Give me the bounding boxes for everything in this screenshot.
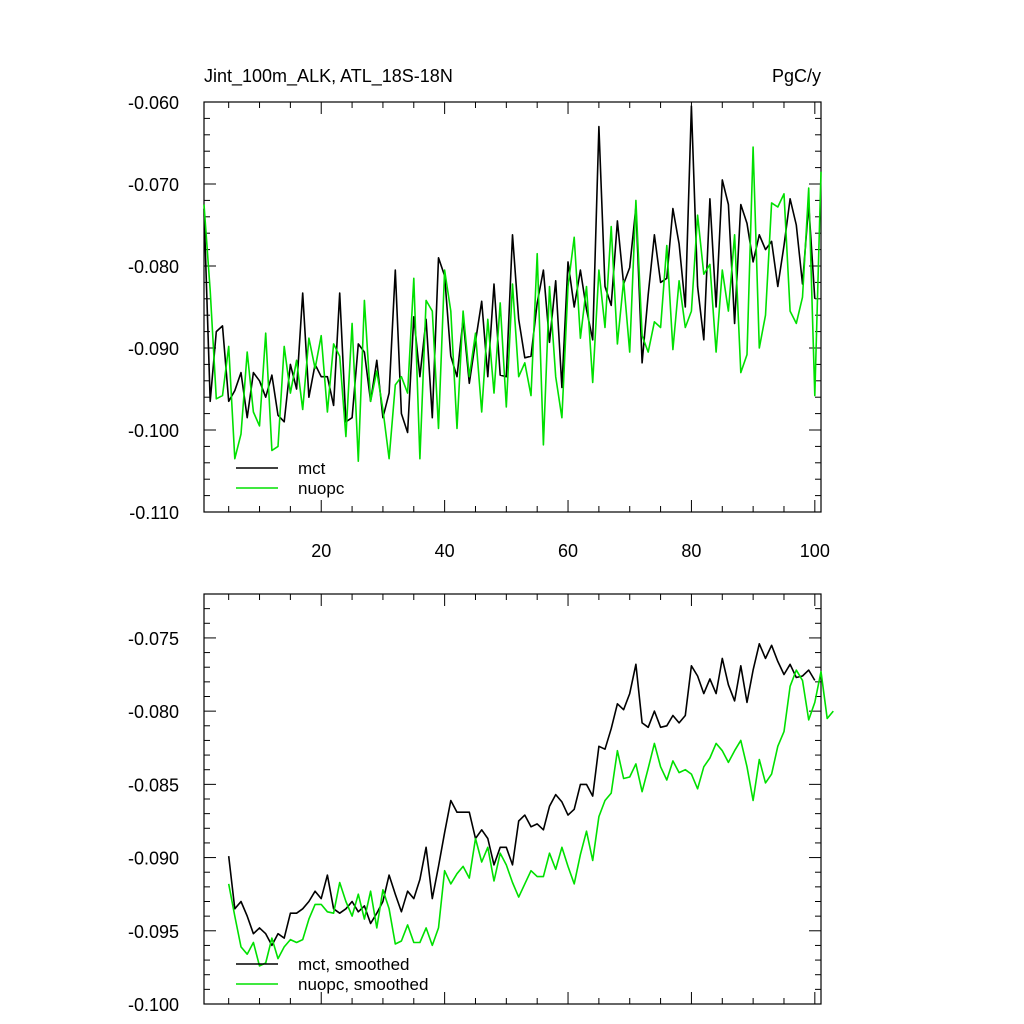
legend-label: nuopc, smoothed xyxy=(298,975,428,994)
y-tick-label: -0.085 xyxy=(128,775,179,795)
plot-frame xyxy=(203,101,822,513)
x-tick-label: 80 xyxy=(681,541,701,561)
legend-label: nuopc xyxy=(298,479,345,498)
y-tick-label: -0.075 xyxy=(128,629,179,649)
top-panel: 20 40 60 80 100 -0.060 -0.070 -0.080 -0.090 -0.10… xyxy=(128,93,830,561)
y-tick-label: -0.090 xyxy=(128,849,179,869)
units-label: PgC/y xyxy=(772,66,821,86)
y-tick-label: -0.080 xyxy=(128,257,179,277)
y-tick-label: -0.100 xyxy=(128,995,179,1015)
bottom-panel: -0.075 -0.080 -0.085 -0.090 -0.095 -0.100 mct,… xyxy=(128,593,834,1015)
x-tick-label: 40 xyxy=(435,541,455,561)
y-tick-label: -0.070 xyxy=(128,175,179,195)
y-tick-label: -0.110 xyxy=(129,503,179,523)
legend-label: mct, smoothed xyxy=(298,955,410,974)
x-tick-label: 60 xyxy=(558,541,578,561)
series-line-mct xyxy=(203,105,816,434)
series-line-nuopc-smoothed xyxy=(227,669,834,967)
chart-title: Jint_100m_ALK, ATL_18S-18N xyxy=(204,66,453,87)
y-tick-label: -0.080 xyxy=(128,702,179,722)
y-tick-label: -0.100 xyxy=(128,421,179,441)
series-line-nuopc xyxy=(203,146,822,463)
x-tick-label: 100 xyxy=(800,541,830,561)
y-tick-label: -0.060 xyxy=(128,93,179,113)
series-line-mct-smoothed xyxy=(227,642,816,947)
legend-label: mct xyxy=(298,459,326,478)
y-tick-label: -0.095 xyxy=(128,922,179,942)
x-tick-label: 20 xyxy=(311,541,331,561)
y-tick-label: -0.090 xyxy=(128,339,179,359)
